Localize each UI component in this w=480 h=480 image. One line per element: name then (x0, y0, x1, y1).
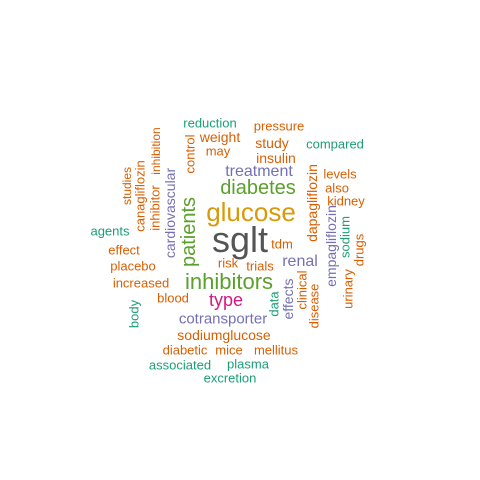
word-may: may (205, 143, 231, 159)
word-trials: trials (246, 258, 274, 274)
word-sglt: sglt (211, 219, 269, 260)
word-studies: studies (120, 166, 134, 206)
word-risk: risk (217, 255, 239, 271)
word-effect: effect (108, 242, 140, 258)
word-compared: compared (306, 136, 364, 152)
word-patients: patients (178, 196, 200, 268)
word-inhibitors: inhibitors (184, 269, 274, 294)
word-plasma: plasma (227, 356, 269, 372)
word-dapagliflozin: dapagliflozin (304, 164, 320, 242)
word-blood: blood (157, 290, 189, 306)
word-diabetes: diabetes (220, 177, 296, 199)
word-diabetic: diabetic (162, 342, 208, 358)
word-agents: agents (90, 223, 130, 239)
word-mice: mice (215, 342, 243, 358)
word-sodium: sodium (337, 216, 353, 258)
word-inhibitor: inhibitor (147, 185, 163, 231)
word-cotransporter: cotransporter (178, 310, 268, 328)
word-pressure: pressure (253, 118, 305, 134)
word-increased: increased (112, 275, 170, 291)
word-reduction: reduction (183, 115, 237, 131)
word-levels: levels (323, 166, 357, 182)
word-cardiovascular: cardiovascular (162, 167, 178, 259)
word-treatment: treatment (225, 163, 293, 180)
word-kidney: kidney (327, 193, 365, 209)
word-associated: associated (148, 357, 212, 373)
word-inhibition: inhibition (149, 127, 163, 175)
word-disease: disease (306, 283, 322, 329)
word-glucose: glucose (206, 197, 296, 227)
word-data: data (266, 291, 282, 317)
word-placebo: placebo (110, 258, 156, 274)
word-urinary: urinary (340, 269, 356, 309)
word-renal: renal (282, 253, 318, 270)
word-mellitus: mellitus (253, 342, 299, 358)
word-body: body (126, 299, 142, 329)
word-effects: effects (280, 278, 296, 320)
word-also: also (325, 180, 349, 196)
word-control: control (182, 134, 198, 174)
word-sodiumglucose: sodiumglucose (177, 327, 271, 343)
word-drugs: drugs (351, 233, 367, 267)
word-empagliflozin: empagliflozin (323, 205, 339, 287)
word-insulin: insulin (256, 150, 296, 166)
word-excretion: excretion (203, 370, 257, 386)
word-canagliflozin: canagliflozin (132, 160, 148, 232)
word-tdm: tdm (271, 236, 293, 252)
word-study: study (255, 135, 289, 151)
word-weight: weight (199, 129, 241, 145)
word-type: type (208, 290, 244, 310)
